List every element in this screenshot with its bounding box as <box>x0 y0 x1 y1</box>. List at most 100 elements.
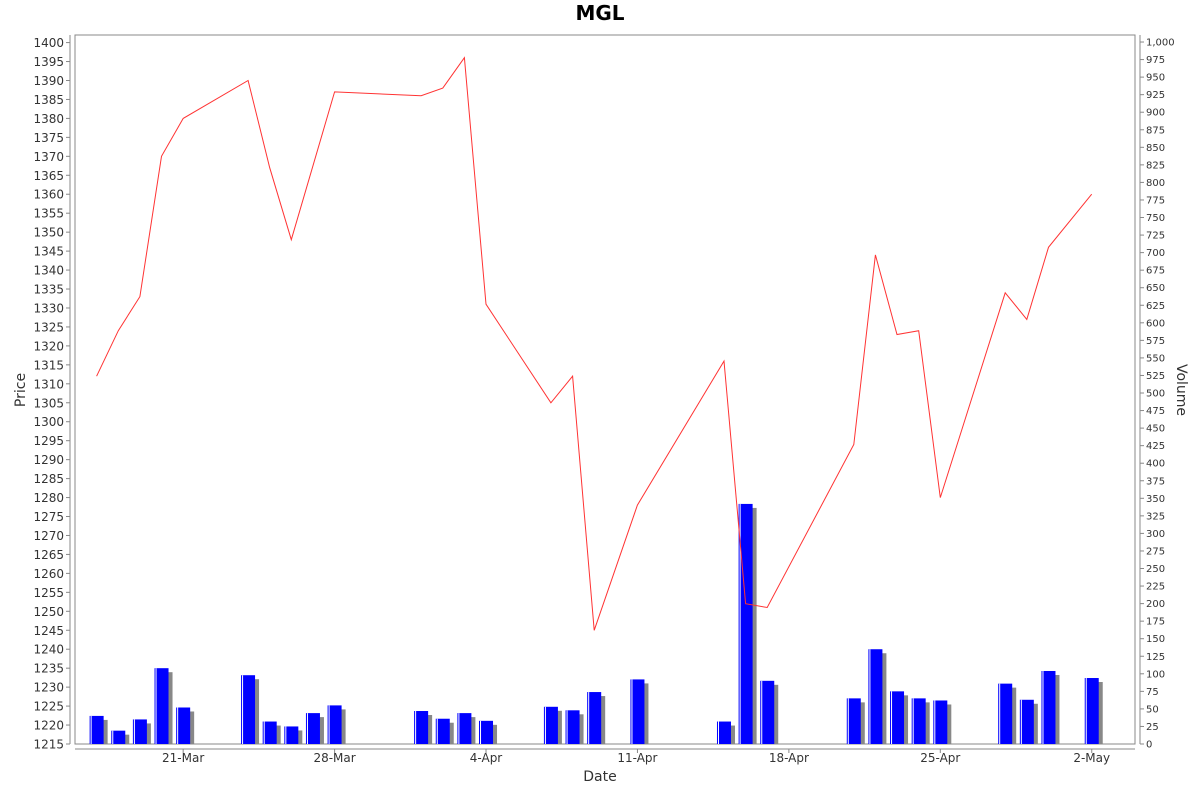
volume-bar <box>111 730 126 744</box>
y2-tick-label: 250 <box>1146 564 1165 575</box>
volume-bar <box>565 710 580 744</box>
volume-bar <box>846 698 861 744</box>
y2-tick-label: 850 <box>1146 143 1165 154</box>
y2-tick-label: 175 <box>1146 617 1165 628</box>
y-tick-label: 1360 <box>33 188 64 202</box>
x-tick-label: 11-Apr <box>617 751 657 765</box>
y-tick-label: 1265 <box>33 548 64 562</box>
volume-bar <box>716 721 731 744</box>
y-tick-label: 1295 <box>33 434 64 448</box>
y-tick-label: 1255 <box>33 586 64 600</box>
x-axis-ticks: 21-Mar 28-Mar 4-Apr 11-Apr 18-Apr 25-Apr 2-May <box>162 749 1110 765</box>
volume-bar <box>911 698 926 744</box>
y-tick-label: 1250 <box>33 605 64 619</box>
y2-tick-label: 375 <box>1146 476 1165 487</box>
y-tick-label: 1375 <box>33 131 64 145</box>
y2-tick-label: 600 <box>1146 318 1165 329</box>
y-tick-label: 1230 <box>33 681 64 695</box>
y2-tick-label: 825 <box>1146 160 1165 171</box>
y2-tick-label: 725 <box>1146 231 1165 242</box>
y2-tick-label: 625 <box>1146 301 1165 312</box>
volume-bar <box>89 715 104 744</box>
y2-tick-label: 900 <box>1146 108 1165 119</box>
y2-tick-label: 200 <box>1146 599 1165 610</box>
y2-tick-label: 750 <box>1146 213 1165 224</box>
y2-tick-label: 650 <box>1146 283 1165 294</box>
y-tick-label: 1235 <box>33 662 64 676</box>
y2-tick-label: 25 <box>1146 722 1159 733</box>
volume-bar <box>760 680 775 744</box>
y-tick-label: 1385 <box>33 93 64 107</box>
y-tick-label: 1345 <box>33 245 64 259</box>
y2-tick-label: 1,000 <box>1146 38 1175 49</box>
volume-bar <box>998 683 1013 744</box>
y-tick-label: 1285 <box>33 472 64 486</box>
y2-tick-label: 925 <box>1146 90 1165 101</box>
volume-bars <box>89 503 1103 744</box>
y2-tick-label: 800 <box>1146 178 1165 189</box>
y-tick-label: 1320 <box>33 339 64 353</box>
volume-bar <box>543 706 558 744</box>
y2-tick-label: 0 <box>1146 740 1152 751</box>
x-tick-label: 18-Apr <box>769 751 809 765</box>
y2-tick-label: 525 <box>1146 371 1165 382</box>
y-tick-label: 1275 <box>33 510 64 524</box>
volume-bar <box>479 720 494 744</box>
y2-tick-label: 275 <box>1146 546 1165 557</box>
y-tick-label: 1310 <box>33 377 64 391</box>
y2-tick-label: 150 <box>1146 634 1165 645</box>
y2-tick-label: 225 <box>1146 582 1165 593</box>
y2-tick-label: 700 <box>1146 248 1165 259</box>
y-tick-label: 1400 <box>33 36 64 50</box>
y-tick-label: 1390 <box>33 74 64 88</box>
volume-bar <box>933 700 948 744</box>
y2-tick-label: 300 <box>1146 529 1165 540</box>
volume-bar <box>327 705 342 744</box>
volume-bar <box>262 721 277 744</box>
y2-axis-label: Volume <box>1173 364 1189 416</box>
y2-tick-label: 475 <box>1146 406 1165 417</box>
y-tick-label: 1365 <box>33 169 64 183</box>
y-tick-label: 1340 <box>33 264 64 278</box>
y2-axis-ticks: 0 25 50 75 100 125 150 175 200 225 250 275 300 325 350… <box>1140 38 1175 751</box>
y2-tick-label: 550 <box>1146 353 1165 364</box>
y2-tick-label: 350 <box>1146 494 1165 505</box>
y-tick-label: 1260 <box>33 567 64 581</box>
y-tick-label: 1330 <box>33 301 64 315</box>
y2-tick-label: 50 <box>1146 704 1159 715</box>
x-tick-label: 2-May <box>1073 751 1110 765</box>
y-tick-label: 1240 <box>33 643 64 657</box>
y2-tick-label: 450 <box>1146 424 1165 435</box>
volume-bar <box>284 726 299 744</box>
y-tick-label: 1380 <box>33 112 64 126</box>
y2-tick-label: 975 <box>1146 55 1165 66</box>
y-tick-label: 1335 <box>33 283 64 297</box>
y-tick-label: 1355 <box>33 207 64 221</box>
y2-tick-label: 100 <box>1146 669 1165 680</box>
plot-area <box>74 34 1136 745</box>
y-tick-label: 1350 <box>33 226 64 240</box>
x-axis-label: Date <box>583 769 616 785</box>
volume-bar <box>1084 678 1099 744</box>
y2-tick-label: 575 <box>1146 336 1165 347</box>
volume-bar <box>890 691 905 744</box>
volume-bar <box>630 679 645 744</box>
y-tick-label: 1245 <box>33 624 64 638</box>
y2-tick-label: 125 <box>1146 652 1165 663</box>
y-tick-label: 1220 <box>33 719 64 733</box>
y-tick-label: 1270 <box>33 529 64 543</box>
x-tick-label: 25-Apr <box>920 751 960 765</box>
volume-bar <box>241 675 256 744</box>
y-axis-ticks: 1215 1220 1225 1230 1235 1240 1245 1250 1255 1260… <box>33 36 70 752</box>
y-tick-label: 1370 <box>33 150 64 164</box>
y2-tick-label: 400 <box>1146 459 1165 470</box>
y-tick-label: 1315 <box>33 358 64 372</box>
volume-bar <box>305 713 320 744</box>
volume-bar <box>414 711 429 744</box>
x-tick-label: 28-Mar <box>313 751 355 765</box>
volume-bar <box>154 668 169 744</box>
y-tick-label: 1225 <box>33 700 64 714</box>
y2-tick-label: 675 <box>1146 266 1165 277</box>
y2-tick-label: 75 <box>1146 687 1159 698</box>
